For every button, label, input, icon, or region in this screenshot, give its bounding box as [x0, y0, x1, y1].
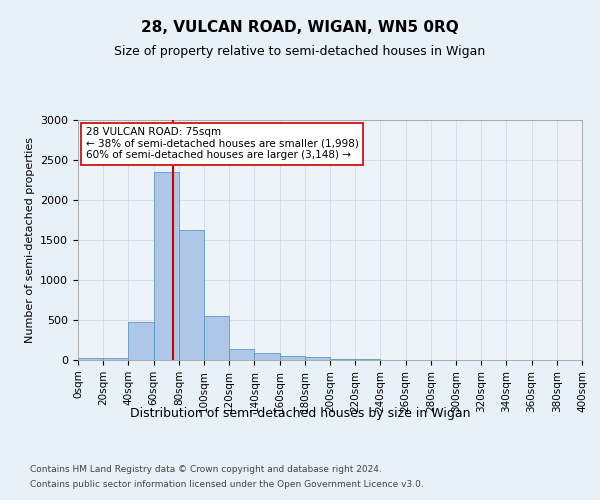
Bar: [330, 359, 355, 360]
Bar: [305, 357, 330, 360]
Bar: [204, 316, 229, 360]
Bar: [229, 349, 254, 360]
Bar: [78, 358, 103, 360]
Text: Contains HM Land Registry data © Crown copyright and database right 2024.: Contains HM Land Registry data © Crown c…: [30, 465, 382, 474]
Text: 28 VULCAN ROAD: 75sqm
← 38% of semi-detached houses are smaller (1,998)
60% of s: 28 VULCAN ROAD: 75sqm ← 38% of semi-deta…: [86, 127, 358, 160]
Text: Distribution of semi-detached houses by size in Wigan: Distribution of semi-detached houses by …: [130, 408, 470, 420]
Bar: [128, 322, 154, 360]
Bar: [280, 356, 305, 360]
Text: Size of property relative to semi-detached houses in Wigan: Size of property relative to semi-detach…: [115, 45, 485, 58]
Bar: [179, 230, 204, 360]
Bar: [254, 353, 280, 360]
Y-axis label: Number of semi-detached properties: Number of semi-detached properties: [25, 137, 35, 343]
Bar: [355, 359, 380, 360]
Text: Contains public sector information licensed under the Open Government Licence v3: Contains public sector information licen…: [30, 480, 424, 489]
Bar: [154, 172, 179, 360]
Text: 28, VULCAN ROAD, WIGAN, WN5 0RQ: 28, VULCAN ROAD, WIGAN, WN5 0RQ: [141, 20, 459, 35]
Bar: [103, 358, 128, 360]
